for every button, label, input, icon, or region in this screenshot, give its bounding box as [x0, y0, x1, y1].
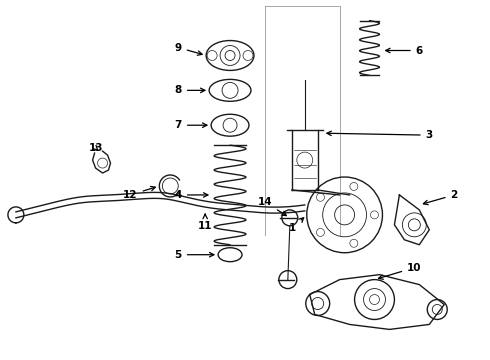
Text: 13: 13 — [88, 143, 103, 153]
Text: 1: 1 — [289, 218, 304, 233]
Text: 8: 8 — [174, 85, 205, 95]
Text: 4: 4 — [174, 190, 208, 200]
Text: 7: 7 — [174, 120, 207, 130]
Text: 3: 3 — [327, 130, 433, 140]
Text: 14: 14 — [258, 197, 286, 216]
Text: 10: 10 — [378, 263, 421, 279]
Text: 5: 5 — [174, 250, 214, 260]
Text: 9: 9 — [175, 42, 202, 55]
Text: 2: 2 — [423, 190, 458, 205]
Text: 12: 12 — [123, 186, 155, 200]
Text: 11: 11 — [198, 214, 212, 231]
Text: 6: 6 — [386, 45, 423, 55]
